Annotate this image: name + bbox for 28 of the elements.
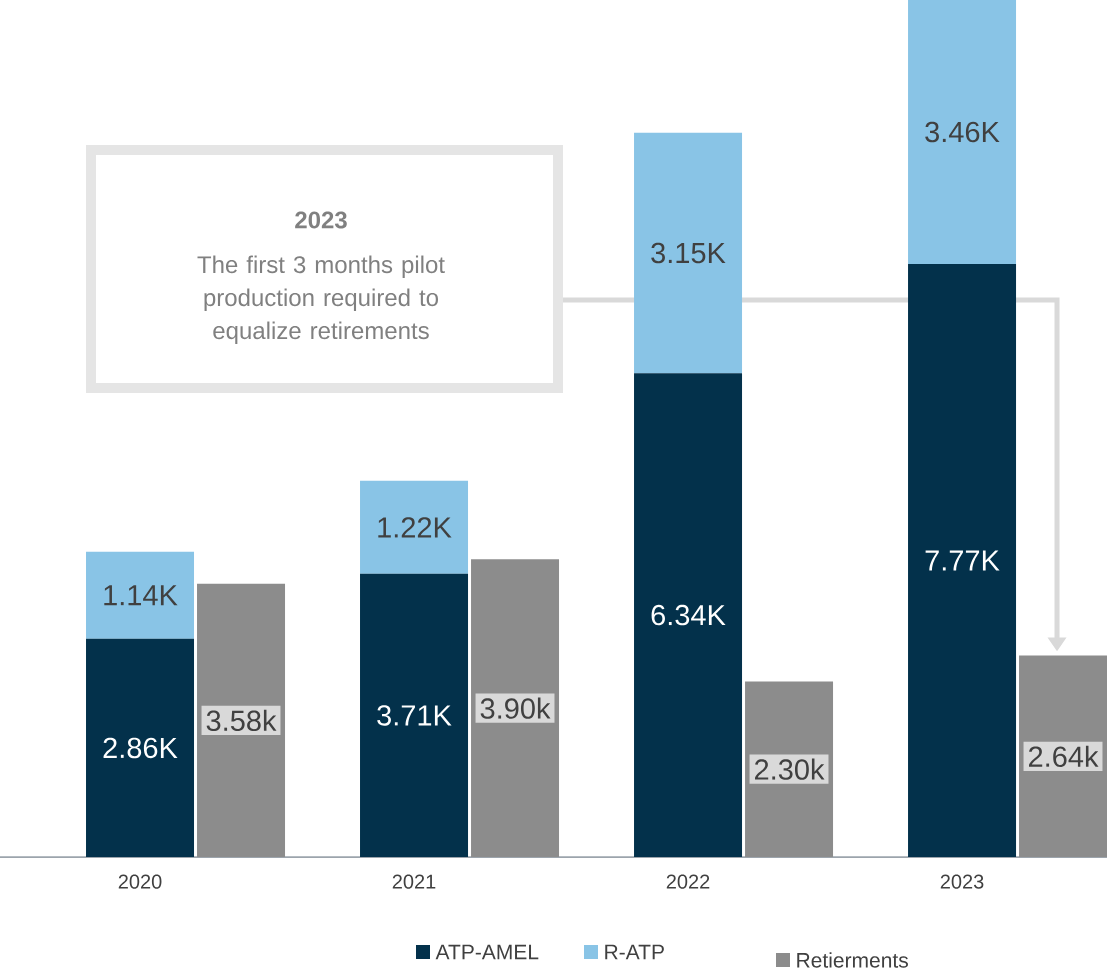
data-label: 6.34K bbox=[651, 604, 726, 626]
x-tick-label: 2022 bbox=[666, 874, 710, 889]
x-tick-label: 2021 bbox=[392, 874, 436, 889]
bar bbox=[197, 583, 286, 857]
bar bbox=[86, 551, 195, 639]
data-label: 2.86K bbox=[103, 737, 178, 759]
legend-label: Retierments bbox=[797, 952, 908, 968]
data-label: 3.15K bbox=[651, 242, 726, 264]
data-label: 1.14K bbox=[104, 585, 178, 606]
data-label: 3.58k bbox=[206, 709, 277, 732]
data-label: 3.71K bbox=[377, 705, 452, 726]
bar bbox=[908, 264, 1017, 857]
bar bbox=[634, 373, 743, 857]
data-label: 3.46K bbox=[925, 121, 1000, 143]
data-label: 1.22K bbox=[378, 517, 452, 538]
legend-label: R-ATP bbox=[605, 944, 664, 960]
annotation: 2023 bbox=[295, 211, 347, 229]
bar bbox=[634, 132, 743, 374]
data-label: 2.64k bbox=[1029, 745, 1099, 767]
data-label: 3.90k bbox=[480, 697, 551, 719]
x-tick-label: 2023 bbox=[940, 874, 984, 889]
x-tick-label: 2020 bbox=[118, 874, 162, 889]
legend-label: ATP-AMEL bbox=[435, 944, 539, 960]
bar bbox=[908, 0, 1017, 265]
bar bbox=[360, 480, 469, 574]
data-label: 7.77K bbox=[925, 550, 1000, 571]
data-label: 2.30k bbox=[755, 758, 825, 780]
annotation: The first 3 months pilot production required to equalize retirements bbox=[197, 255, 445, 344]
